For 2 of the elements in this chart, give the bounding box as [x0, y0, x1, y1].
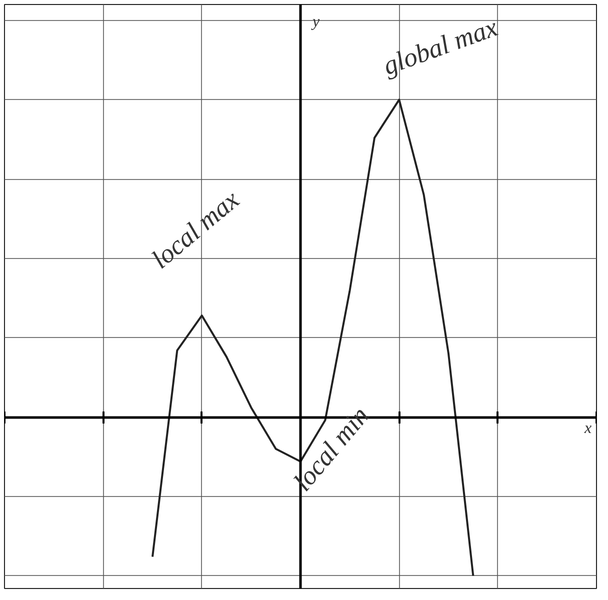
- text: global max: [379, 12, 502, 81]
- text: x: [584, 420, 592, 438]
